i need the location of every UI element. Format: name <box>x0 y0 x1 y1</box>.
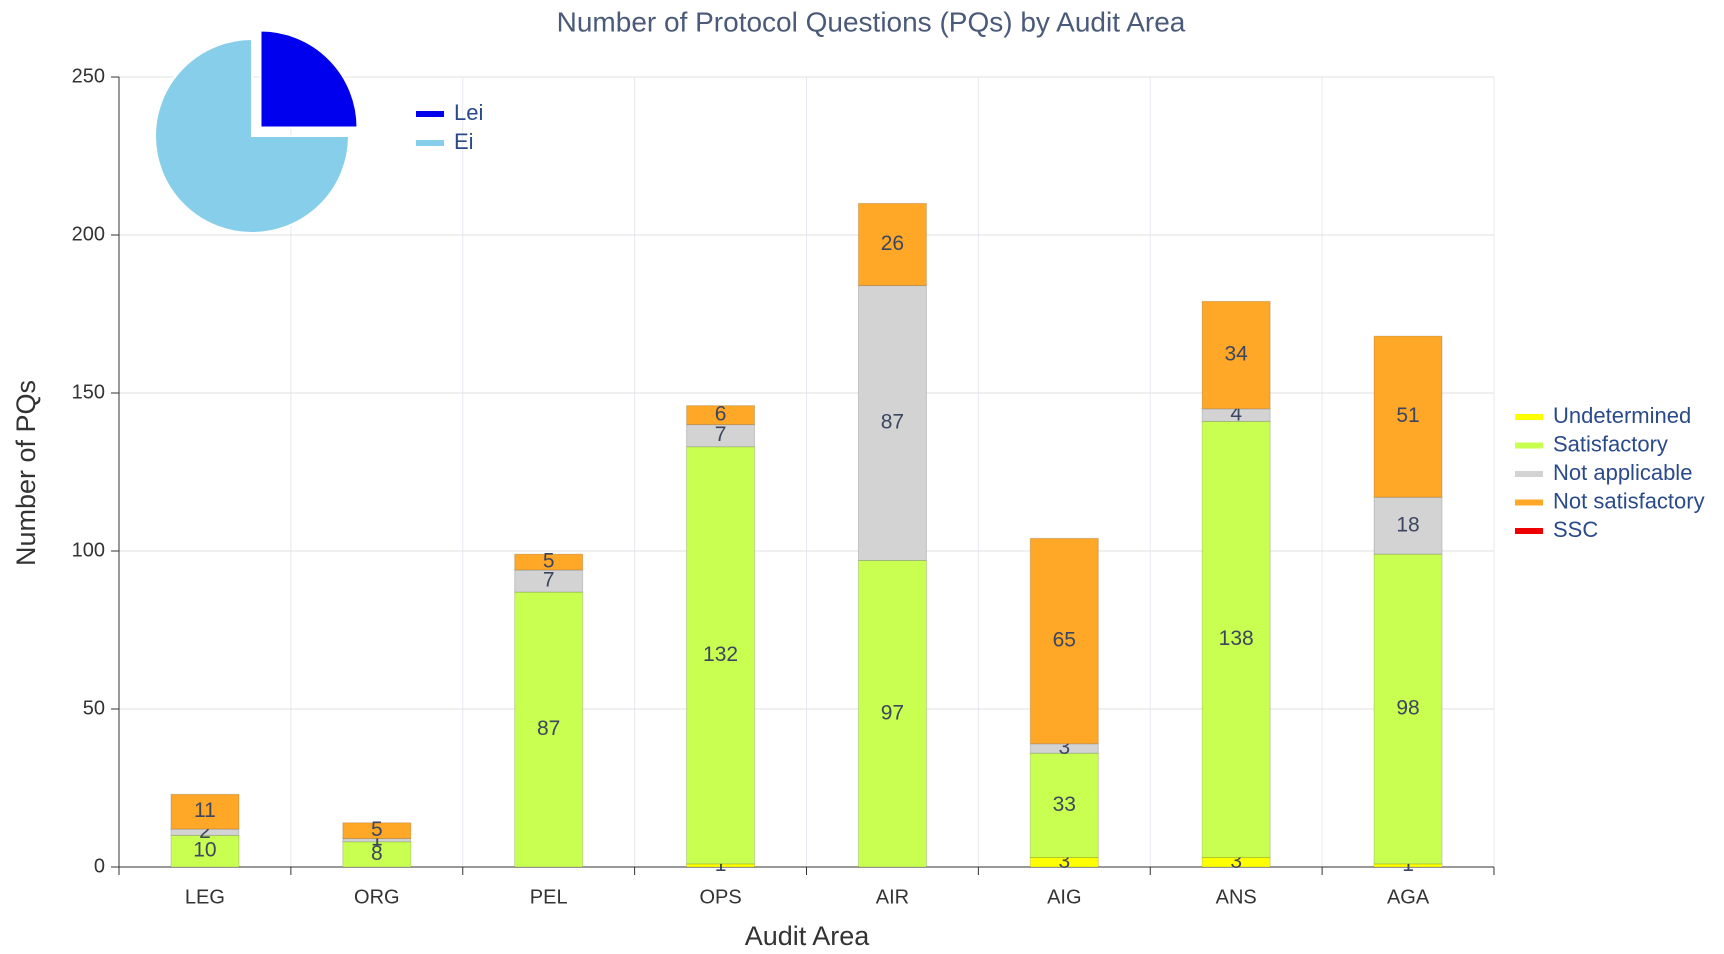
data-label: 87 <box>881 411 904 434</box>
data-label: 7 <box>543 569 555 592</box>
bar-segment <box>514 591 584 868</box>
bar-segment <box>170 834 240 868</box>
data-label: 97 <box>881 701 904 724</box>
x-tick-label: OPS <box>699 886 741 908</box>
legend-swatch <box>1515 499 1543 506</box>
bar-segment <box>342 822 412 840</box>
data-label: 5 <box>371 818 383 841</box>
pie-legend-swatch <box>416 111 444 117</box>
y-tick-label: 200 <box>72 223 105 245</box>
bar-segment <box>342 841 412 868</box>
bar-segment <box>1373 496 1443 555</box>
y-tick-label: 100 <box>72 539 105 561</box>
legend-label: SSC <box>1553 517 1598 542</box>
bar-segment <box>686 446 756 865</box>
bar-segment <box>1373 335 1443 498</box>
data-label: 18 <box>1396 513 1419 536</box>
bar-segment <box>686 405 756 426</box>
pie-legend-swatch <box>416 140 444 146</box>
data-label: 3 <box>1058 736 1070 759</box>
data-label: 1 <box>715 853 727 876</box>
pie-legend-label: Ei <box>454 129 474 154</box>
data-label: 6 <box>715 403 727 426</box>
bar-segment <box>1029 752 1099 859</box>
data-label: 26 <box>881 232 904 255</box>
x-axis-label: Audit Area <box>745 921 871 951</box>
data-label: 3 <box>1058 850 1070 873</box>
bar-segment <box>1029 537 1099 745</box>
bar-segment <box>1201 300 1271 410</box>
bar-segment <box>514 553 584 571</box>
bar-segment <box>514 569 584 593</box>
pie-slice <box>154 37 351 234</box>
x-tick-label: AGA <box>1387 886 1430 908</box>
bar-segment <box>1373 553 1443 865</box>
y-tick-label: 250 <box>72 65 105 87</box>
data-label: 87 <box>537 717 560 740</box>
legend-label: Not satisfactory <box>1553 488 1705 513</box>
x-tick-label: PEL <box>530 886 568 908</box>
x-tick-label: ANS <box>1216 886 1257 908</box>
data-label: 7 <box>715 423 727 446</box>
legend-swatch <box>1515 471 1543 477</box>
data-label: 33 <box>1053 793 1076 816</box>
y-axis-label: Number of PQs <box>11 380 41 566</box>
bar-segment <box>1201 420 1271 859</box>
legend-label: Undetermined <box>1553 403 1691 428</box>
data-label: 98 <box>1396 697 1419 720</box>
x-tick-label: ORG <box>354 886 400 908</box>
y-tick-label: 150 <box>72 381 105 403</box>
bar-segment <box>857 559 927 868</box>
data-label: 3 <box>1230 850 1242 873</box>
bar-segment <box>857 285 927 561</box>
legend-swatch <box>1515 528 1543 534</box>
data-label: 132 <box>703 643 738 666</box>
x-tick-label: AIR <box>876 886 909 908</box>
legend-label: Satisfactory <box>1553 431 1668 456</box>
data-label: 5 <box>543 550 555 573</box>
bar-segment <box>686 863 756 868</box>
data-label: 138 <box>1219 627 1254 650</box>
pie-slice <box>259 29 359 129</box>
pie-legend-label: Lei <box>454 100 483 125</box>
y-tick-label: 50 <box>83 697 105 719</box>
data-label: 1 <box>1402 853 1414 876</box>
data-label: 8 <box>371 842 383 865</box>
data-label: 2 <box>199 820 211 843</box>
legend-swatch <box>1515 442 1543 449</box>
data-label: 65 <box>1053 629 1076 652</box>
legend-swatch <box>1515 414 1543 420</box>
x-tick-label: LEG <box>185 886 225 908</box>
data-label: 1 <box>371 828 383 851</box>
data-label: 51 <box>1396 404 1419 427</box>
bar-segment <box>1373 863 1443 868</box>
data-label: 11 <box>194 799 216 822</box>
x-tick-label: AIG <box>1047 886 1081 908</box>
data-label: 34 <box>1225 343 1249 366</box>
bar-segment <box>857 202 927 287</box>
bar-segment <box>170 793 240 830</box>
chart-title: Number of Protocol Questions (PQs) by Au… <box>557 6 1186 37</box>
data-label: 10 <box>193 839 216 862</box>
legend-label: Not applicable <box>1553 460 1692 485</box>
y-tick-label: 0 <box>94 855 105 877</box>
